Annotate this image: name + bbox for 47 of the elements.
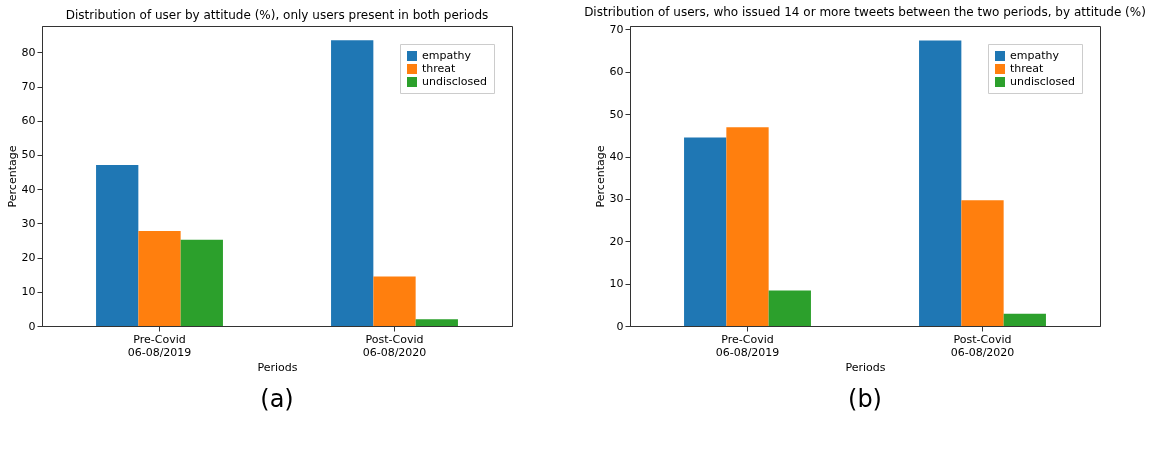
y-tick-label: 0: [28, 319, 36, 333]
y-tick-label: 0: [616, 319, 624, 333]
text: (a): [260, 385, 294, 413]
legend-label: threat: [422, 62, 457, 75]
bar: [373, 276, 416, 326]
x-axis-title: Periods: [845, 360, 886, 374]
bar: [138, 230, 181, 326]
legend-label: undisclosed: [1010, 75, 1076, 88]
bar: [415, 319, 458, 326]
y-tick-label: 40: [21, 182, 36, 196]
y-tick-label: 80: [21, 45, 36, 59]
bar: [919, 40, 962, 326]
bar: [684, 137, 727, 326]
bar: [1003, 313, 1046, 326]
y-tick-label: 50: [21, 148, 36, 162]
y-axis-title: Percentage: [593, 145, 607, 208]
y-tick-label: 70: [21, 80, 36, 94]
y-tick-label: 30: [21, 216, 36, 230]
legend-label: undisclosed: [422, 75, 488, 88]
x-tick-label: Pre-Covid 06-08/2019: [715, 332, 780, 359]
legend-label: empathy: [422, 49, 472, 62]
bar: [96, 164, 139, 326]
legend-label: threat: [1010, 62, 1045, 75]
y-tick-label: 40: [609, 150, 624, 164]
x-axis-title: Periods: [257, 360, 298, 374]
bar: [180, 239, 223, 326]
y-tick-label: 60: [609, 65, 624, 79]
bar: [726, 127, 769, 326]
y-tick-label: 10: [609, 277, 624, 291]
x-tick-label: Post-Covid 06-08/2020: [950, 332, 1015, 359]
legend-label: empathy: [1010, 49, 1060, 62]
y-tick-label: 20: [21, 251, 36, 265]
bar: [331, 40, 374, 326]
y-tick-label: 20: [609, 234, 624, 248]
y-tick-label: 60: [21, 114, 36, 128]
y-axis-title: Percentage: [5, 145, 19, 208]
y-tick-label: 10: [21, 285, 36, 299]
x-tick-label: Pre-Covid 06-08/2019: [127, 332, 192, 359]
bar: [768, 290, 811, 326]
text: (b): [848, 385, 882, 413]
bar: [961, 200, 1004, 326]
chart-title: Distribution of user by attitude (%), only users present in both periods: [65, 8, 489, 22]
y-tick-label: 50: [609, 107, 624, 121]
chart-title: Distribution of users, who issued 14 or more tweets between the two periods, by attitude (%): [584, 5, 1146, 20]
x-tick-label: Post-Covid 06-08/2020: [362, 332, 427, 359]
y-tick-label: 30: [609, 192, 624, 206]
y-tick-label: 70: [609, 22, 624, 36]
